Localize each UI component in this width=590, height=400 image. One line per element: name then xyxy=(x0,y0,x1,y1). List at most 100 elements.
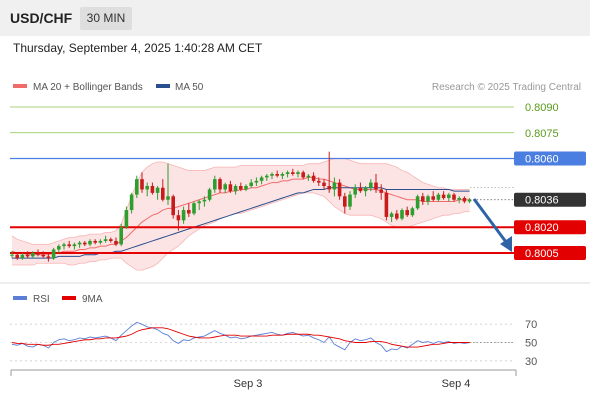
candle-body xyxy=(332,182,337,190)
candle-body xyxy=(114,240,118,245)
candle-body xyxy=(67,244,71,247)
candle-body xyxy=(109,239,113,241)
candle-body xyxy=(317,180,321,183)
candle-body xyxy=(285,172,290,174)
rsi-9ma-line xyxy=(11,327,470,348)
level-label-0.8060: 0.8060 xyxy=(525,154,559,166)
candle-body xyxy=(124,210,129,228)
candle-body xyxy=(311,175,316,181)
candle-body xyxy=(379,189,383,193)
candle-body xyxy=(353,187,357,195)
legend-label-ma50: MA 50 xyxy=(175,82,204,93)
candle-body xyxy=(181,210,186,221)
candle-body xyxy=(213,179,217,190)
candle-body xyxy=(337,182,342,197)
level-label-0.8005: 0.8005 xyxy=(525,248,559,260)
candle-body xyxy=(462,198,467,202)
candle-body xyxy=(400,210,404,219)
rsi-tick-30: 30 xyxy=(525,356,537,368)
candle-body xyxy=(369,182,373,188)
candle-body xyxy=(171,196,175,216)
legend-swatch-rsi xyxy=(13,296,27,300)
legend-swatch-9ma xyxy=(62,296,76,300)
candle-body xyxy=(197,201,201,204)
candle-body xyxy=(436,194,441,200)
rsi-tick-50: 50 xyxy=(525,338,537,350)
candle-body xyxy=(41,254,45,257)
watermark-text: Research © 2025 Trading Central xyxy=(432,82,581,93)
x-tick-label: Sep 3 xyxy=(234,378,263,390)
chart-panel xyxy=(0,36,590,400)
level-label-0.8075: 0.8075 xyxy=(525,128,559,140)
header-bar: USD/CHF 30 MIN xyxy=(0,0,590,36)
bollinger-upper-line xyxy=(11,158,470,245)
candle-body xyxy=(384,192,389,217)
level-label-0.8020: 0.8020 xyxy=(525,222,559,234)
candle-body xyxy=(457,198,461,200)
candle-body xyxy=(51,249,56,259)
candle-body xyxy=(296,172,300,174)
bollinger-lower-line xyxy=(12,192,470,271)
forecast-arrow-shaft xyxy=(472,198,508,243)
candle-body xyxy=(129,194,134,211)
candle-body xyxy=(135,179,139,195)
candle-body xyxy=(83,242,87,245)
candle-body xyxy=(103,239,108,241)
candle-body xyxy=(98,240,103,243)
candle-body xyxy=(31,252,35,257)
timeframe-button[interactable]: 30 MIN xyxy=(80,7,132,30)
instrument-title: USD/CHF xyxy=(10,10,73,26)
candle-body xyxy=(192,203,196,214)
candle-body xyxy=(202,199,207,202)
candle-body xyxy=(25,254,30,257)
candle-body xyxy=(150,186,155,193)
candle-body xyxy=(405,210,409,216)
candle-body xyxy=(363,187,368,192)
candle-body xyxy=(244,186,248,190)
ma50-line xyxy=(12,187,470,259)
candle-body xyxy=(223,184,227,190)
candle-body xyxy=(239,186,243,190)
candle-body xyxy=(467,199,472,202)
candle-body xyxy=(20,254,25,259)
candle-body xyxy=(88,240,92,245)
candle-body xyxy=(358,187,363,192)
candle-body xyxy=(327,186,331,190)
level-tag-0.8020 xyxy=(514,220,586,235)
timestamp: Thursday, September 4, 2025 1:40:28 AM C… xyxy=(13,41,263,55)
candle-body xyxy=(233,186,238,192)
legend-swatch-ma50 xyxy=(156,84,170,88)
candle-body xyxy=(426,196,430,202)
candle-body xyxy=(207,189,212,200)
candle-body xyxy=(452,194,456,200)
candle-body xyxy=(348,194,352,207)
legend-label-9ma: 9MA xyxy=(82,294,103,305)
rsi-tick-70: 70 xyxy=(525,319,537,331)
level-tag-0.8005 xyxy=(514,245,586,260)
candle-body xyxy=(176,215,181,221)
candle-body xyxy=(343,196,347,207)
candle-body xyxy=(93,240,97,243)
rsi-line xyxy=(11,321,470,353)
candle-body xyxy=(155,187,160,193)
candle-body xyxy=(187,210,191,214)
candle-body xyxy=(270,173,274,176)
last-price-label: 0.8036 xyxy=(525,195,559,207)
candle-body xyxy=(36,252,40,255)
legend-label-bb: MA 20 + Bollinger Bands xyxy=(33,82,143,93)
level-label-0.8090: 0.8090 xyxy=(525,102,559,114)
x-tick-label: Sep 4 xyxy=(442,378,471,390)
candle-body xyxy=(410,208,415,216)
candle-body xyxy=(145,186,149,190)
candle-body xyxy=(322,182,326,187)
candle-body xyxy=(228,184,233,192)
candle-body xyxy=(280,173,285,176)
candle-body xyxy=(395,213,399,219)
candle-body xyxy=(249,182,253,187)
candle-body xyxy=(415,196,420,209)
candle-body xyxy=(306,175,311,178)
candle-body xyxy=(431,196,435,200)
forecast-arrow-head xyxy=(500,236,512,252)
candle-body xyxy=(15,254,19,259)
